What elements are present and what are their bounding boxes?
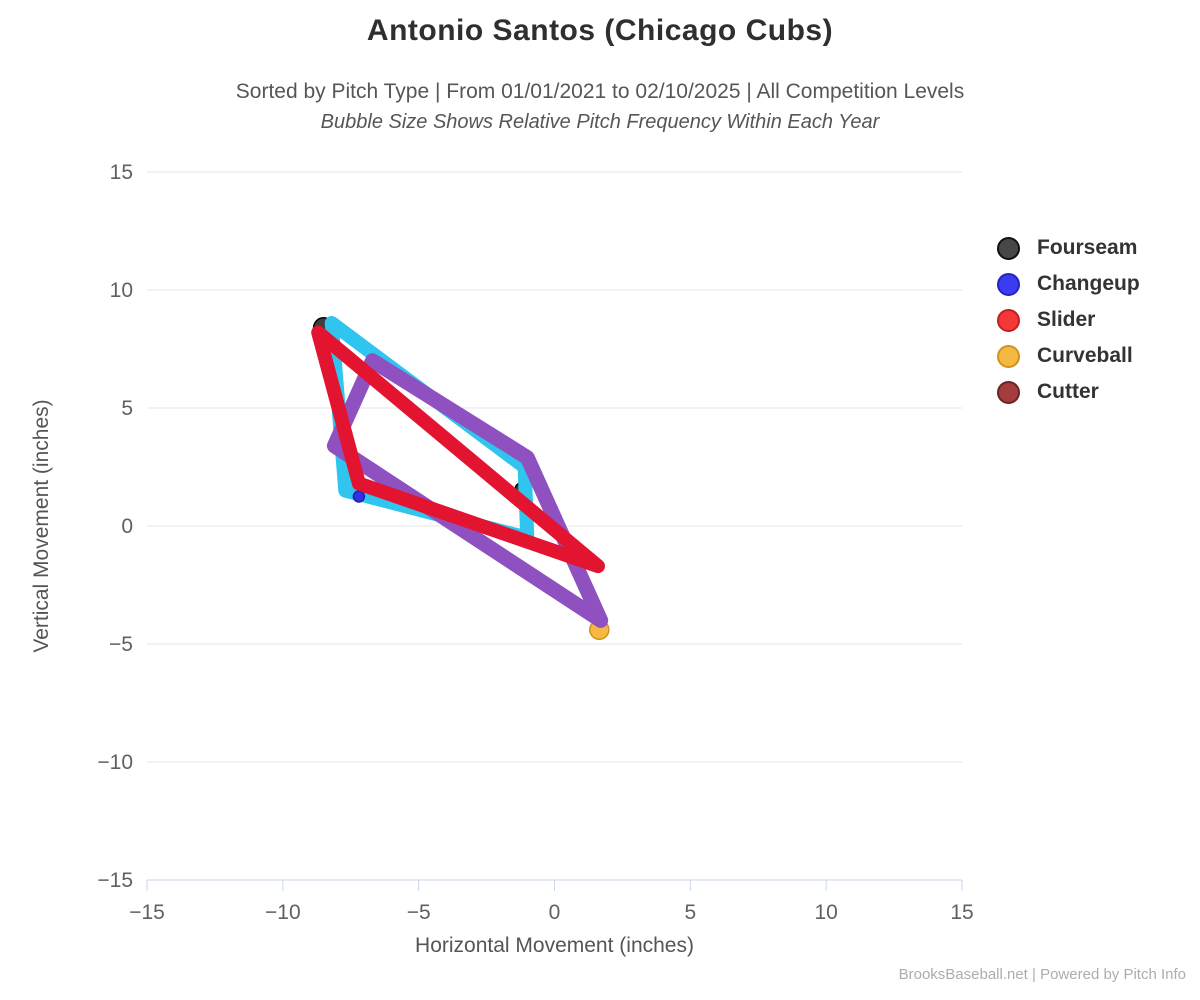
y-tick-label: 10 (110, 279, 133, 302)
y-tick-label: 15 (110, 161, 133, 184)
legend-label: Changeup (1037, 272, 1140, 295)
y-tick-label: −15 (97, 869, 133, 892)
legend: Fourseam Changeup Slider Curveball Cutte… (997, 230, 1140, 410)
y-tick-label: 5 (121, 397, 133, 420)
y-tick-label: 0 (121, 515, 133, 538)
cutter-bubble-icon (997, 380, 1020, 404)
chart-title: Antonio Santos (Chicago Cubs) (366, 14, 834, 47)
chart-subtitle: Sorted by Pitch Type | From 01/01/2021 t… (235, 80, 965, 103)
legend-label: Cutter (1037, 380, 1099, 403)
credits-text: BrooksBaseball.net | Powered by Pitch In… (898, 966, 1186, 983)
x-tick-label: −5 (407, 901, 431, 924)
curveball-bubble-icon (997, 344, 1020, 368)
movement-path-red (311, 325, 605, 574)
pitch-bubble-changeup (352, 490, 366, 503)
slider-bubble-icon (997, 308, 1020, 332)
legend-label: Curveball (1037, 344, 1133, 367)
x-tick-label: 5 (684, 901, 696, 924)
changeup-bubble-icon (997, 272, 1020, 296)
chart-subtitle-note: Bubble Size Shows Relative Pitch Frequen… (320, 111, 880, 133)
fourseam-bubble-icon (997, 236, 1020, 260)
x-tick-label: 10 (814, 901, 837, 924)
y-tick-label: −5 (109, 633, 133, 656)
legend-label: Fourseam (1037, 236, 1138, 259)
y-tick-label: −10 (97, 751, 133, 774)
x-axis-title: Horizontal Movement (inches) (415, 934, 694, 957)
y-axis-title: Vertical Movement (inches) (30, 399, 53, 653)
x-tick-label: −10 (265, 901, 301, 924)
legend-item-cutter[interactable]: Cutter (997, 374, 1140, 410)
legend-item-curveball[interactable]: Curveball (997, 338, 1140, 374)
legend-label: Slider (1037, 308, 1096, 331)
legend-item-fourseam[interactable]: Fourseam (997, 230, 1140, 266)
x-tick-label: −15 (129, 901, 165, 924)
legend-item-changeup[interactable]: Changeup (997, 266, 1140, 302)
legend-item-slider[interactable]: Slider (997, 302, 1140, 338)
x-tick-label: 0 (549, 901, 561, 924)
x-tick-label: 15 (950, 901, 973, 924)
